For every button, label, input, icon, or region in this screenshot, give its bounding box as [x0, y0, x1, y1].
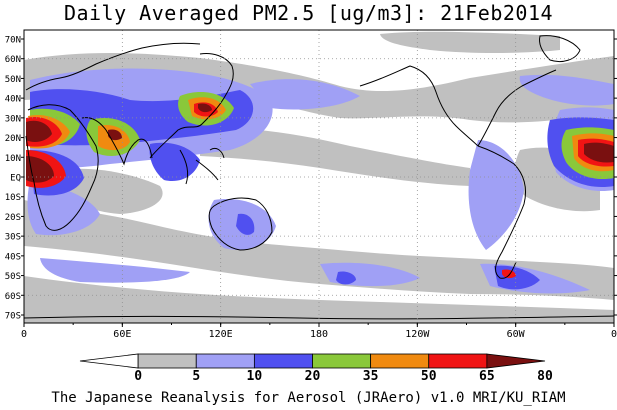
colorbar-segment [79, 353, 139, 369]
b-australia-spot [236, 213, 255, 235]
coast-north-america [359, 65, 479, 147]
colorbar-segment [137, 353, 197, 369]
colorbar-label: 50 [421, 369, 437, 384]
lat-lon-grid [24, 30, 614, 323]
lat-label: 40N [5, 95, 21, 105]
lon-label: 120W [405, 329, 430, 340]
dr-west-africa [26, 156, 54, 183]
colorbar-label: 5 [192, 369, 200, 384]
lb-north-pacific [250, 79, 360, 110]
coast-north-america-east [477, 69, 557, 147]
coast-australia [208, 197, 273, 251]
coast-europe [25, 42, 201, 91]
lb-south-america [468, 140, 524, 250]
lat-label: EQ [10, 174, 21, 184]
coast-antarctica [24, 315, 614, 320]
colorbar-label: 80 [537, 369, 553, 384]
dr-india [108, 129, 122, 141]
b-south-pacific-spot [336, 271, 356, 285]
colorbar-label: 0 [134, 369, 142, 384]
coast-arabia-india [81, 117, 153, 166]
colorbar-segment [253, 353, 313, 369]
colorbar-label: 10 [247, 369, 263, 384]
colorbar-segment [195, 353, 255, 369]
coast-greenland [539, 35, 581, 63]
lon-label: 180 [310, 329, 328, 340]
coastlines [24, 35, 614, 320]
colorbar-segment [486, 353, 546, 369]
dr-atlantic [584, 142, 614, 163]
coast-south-america [477, 145, 527, 279]
lat-label: 50N [5, 75, 21, 85]
lon-label: 60W [507, 329, 526, 340]
colorbar-label: 65 [479, 369, 495, 384]
colorbar-segment [370, 353, 430, 369]
colorbar: 0 5 10 20 35 50 65 80 [79, 353, 553, 384]
gray-patch-arctic [380, 31, 560, 53]
lon-label: 0 [611, 329, 617, 340]
gray-band-tropics-pacific [200, 127, 470, 186]
lat-label: 50S [5, 272, 21, 282]
lb-south-indian [40, 258, 190, 283]
dr-china [198, 103, 212, 113]
colorbar-label: 35 [363, 369, 379, 384]
lat-label: 30S [5, 233, 21, 243]
lat-label: 10N [5, 154, 21, 164]
lat-label: 10S [5, 193, 21, 203]
r-patagonia [502, 269, 516, 279]
lat-label: 60S [5, 292, 21, 302]
map-axes: 0 60E 120E 180 120W 60W 0 70N 60N 50N 40N 30N 20N 10N… [5, 36, 617, 340]
dr-sahara [26, 120, 52, 142]
lat-label: 30N [5, 114, 21, 124]
lon-label: 60E [113, 329, 131, 340]
lb-north-atlantic [519, 74, 614, 106]
colorbar-segment [428, 353, 488, 369]
colorbar-segment [312, 353, 372, 369]
dark-red-field [26, 103, 614, 183]
footer-caption: The Japanese Reanalysis for Aerosol (JRA… [51, 390, 566, 406]
lat-label: 70N [5, 36, 21, 46]
coast-africa [25, 104, 99, 231]
colorbar-label: 20 [305, 369, 321, 384]
lat-label: 20S [5, 213, 21, 223]
gray-band-southern-ocean [24, 276, 614, 323]
coast-se-asia [179, 147, 225, 185]
chart-title: Daily Averaged PM2.5 [ug/m3]: 21Feb2014 [63, 1, 554, 25]
lat-label: 40S [5, 252, 21, 262]
lat-label: 70S [5, 312, 21, 322]
coast-east-asia [149, 53, 234, 159]
lon-label: 0 [21, 329, 27, 340]
lat-label: 20N [5, 134, 21, 144]
lat-label: 60N [5, 55, 21, 65]
lon-label: 120E [209, 329, 233, 340]
